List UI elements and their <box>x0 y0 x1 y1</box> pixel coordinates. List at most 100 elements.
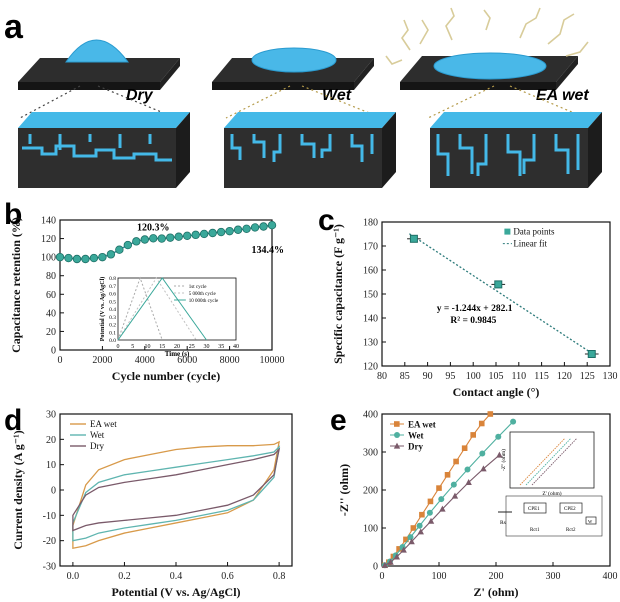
y-axis-label: Capacitance retention (%) <box>9 217 23 353</box>
chart-d: 0.0 0.2 0.4 0.6 0.8 -30 -20 -10 0 10 20 30 Potential… <box>11 410 293 599</box>
inset-legend-label: 1st cycle <box>189 285 207 290</box>
label-wet: Wet <box>322 87 352 104</box>
nyquist-point <box>438 496 445 503</box>
x-axis-label: Contact angle (°) <box>453 385 540 399</box>
panel-a-letter: a <box>4 8 24 46</box>
legend-label: Wet <box>90 430 105 440</box>
nyquist-point <box>400 546 407 553</box>
retention-point <box>250 223 260 232</box>
inset-x-tick-label: 20 <box>174 344 180 350</box>
panel-d-letter: d <box>4 404 22 437</box>
chart-e: 0 100 200 300 400 0 100 200 300 400 Z' (ohm) -Z'' (… <box>337 410 618 600</box>
panel-a: a Dry Wet EA wet <box>4 7 602 188</box>
circuit-label: CPE1 <box>528 507 540 512</box>
x-tick-label: 0.4 <box>170 571 183 582</box>
inset-legend-label: 10 000th cycle <box>189 299 219 304</box>
retention-point <box>242 224 251 234</box>
retention-point <box>106 250 116 259</box>
nyquist-point <box>416 522 423 529</box>
retention-point <box>216 227 226 237</box>
nyquist-point <box>453 458 459 465</box>
inset-x-tick-label: 0 <box>117 344 120 350</box>
inset-x-tick-label: 15 <box>159 344 165 350</box>
legend-label: EA wet <box>408 420 436 430</box>
retention-point <box>233 225 243 234</box>
nyquist-point <box>510 418 517 425</box>
y-axis-label: Specific capacitance (F g⁻¹) <box>331 224 345 364</box>
x-tick-label: 125 <box>580 371 595 382</box>
inset-x-label: Time (s) <box>165 350 190 358</box>
inset-curve <box>117 276 163 341</box>
y-tick-label: -20 <box>43 536 56 547</box>
nyquist-point <box>419 511 425 518</box>
x-tick-label: 0 <box>380 571 385 582</box>
circuit-label: Rct1 <box>530 528 540 533</box>
nyquist-point <box>408 538 415 545</box>
y-tick-label: 160 <box>363 266 378 277</box>
y-tick-label: 100 <box>41 253 56 264</box>
inset-frame <box>117 277 237 341</box>
y-tick-label: 300 <box>363 448 378 459</box>
x-axis-label: Cycle number (cycle) <box>112 369 220 383</box>
x-tick-label: 10000 <box>260 355 285 366</box>
legend-marker <box>394 432 400 438</box>
y-tick-label: 40 <box>46 308 56 319</box>
inset-y-tick-label: 0.3 <box>109 315 116 321</box>
nyquist-point <box>407 534 414 541</box>
inset-curve <box>117 277 197 341</box>
inset-y-tick-label: 0.8 <box>109 276 116 282</box>
y-tick-label: 130 <box>363 338 378 349</box>
retention-point <box>208 228 217 238</box>
x-axis-label: Z' (ohm) <box>474 585 519 599</box>
legend-marker <box>393 442 401 449</box>
retention-point <box>259 222 268 231</box>
x-tick-label: 90 <box>423 371 433 382</box>
retention-point <box>140 235 149 244</box>
x-tick-label: 110 <box>511 371 526 382</box>
droplet-ea-wet <box>433 52 547 80</box>
nyquist-point <box>427 517 435 524</box>
y-tick-label: 60 <box>46 290 56 301</box>
block-dry <box>18 112 190 188</box>
data-point <box>587 350 596 358</box>
circuit-cpe2 <box>559 502 583 514</box>
legend-label: Linear fit <box>513 239 547 249</box>
nyquist-point <box>470 432 476 438</box>
retention-point <box>72 254 82 264</box>
retention-point <box>166 233 175 242</box>
retention-point <box>132 237 141 246</box>
y-tick-label: 0 <box>51 346 56 357</box>
inset-y-tick-label: 0.7 <box>109 284 116 290</box>
slab-ea-wet: EA wet <box>385 7 589 104</box>
inset-y-tick-label: 0.1 <box>109 330 116 336</box>
y-tick-label: 0 <box>373 562 378 573</box>
nyquist-point <box>450 481 457 488</box>
inset-curve <box>117 277 207 341</box>
x-tick-label: 6000 <box>177 355 197 366</box>
retention-point <box>149 234 158 243</box>
nyquist-point <box>478 420 485 427</box>
x-tick-label: 300 <box>546 571 561 582</box>
nyquist-point <box>487 411 494 417</box>
nyquist-point <box>464 466 471 473</box>
nyquist-point <box>436 485 442 491</box>
legend-label: Data points <box>513 227 555 237</box>
retention-point <box>89 253 99 263</box>
inset-curve <box>519 437 566 486</box>
nyquist-point <box>417 528 424 535</box>
plot-frame <box>59 219 273 351</box>
x-tick-label: 105 <box>489 371 504 382</box>
inset-y-tick-label: 0.5 <box>109 299 116 305</box>
y-tick-label: 120 <box>363 362 378 373</box>
circuit-label: W <box>588 519 593 524</box>
x-tick-label: 0.0 <box>67 571 80 582</box>
data-point <box>494 280 503 289</box>
y-tick-label: 100 <box>363 524 378 535</box>
y-tick-label: 140 <box>41 216 56 227</box>
inset-curve <box>525 437 572 486</box>
nyquist-point <box>480 465 487 472</box>
y-tick-label: 170 <box>363 242 378 253</box>
panel-e-letter: e <box>330 404 347 437</box>
y-tick-label: 80 <box>46 271 56 282</box>
droplet-dry <box>65 39 129 63</box>
